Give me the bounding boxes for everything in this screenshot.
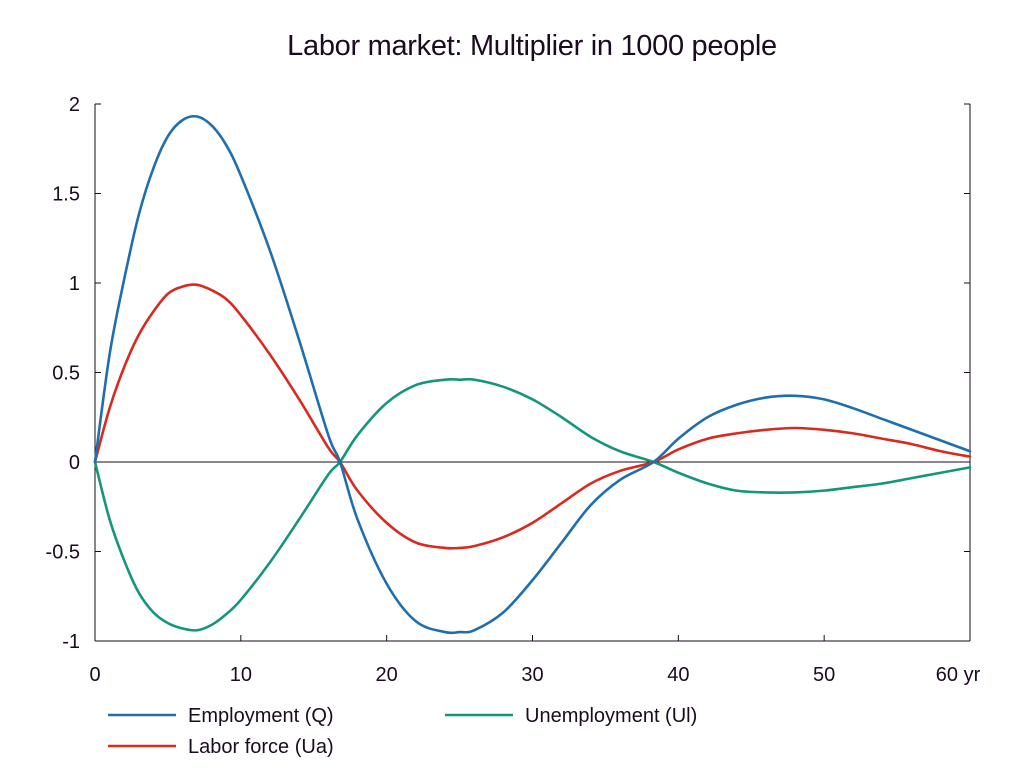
x-tick-label: 30 <box>521 664 543 686</box>
legend-label: Unemployment (Ul) <box>525 705 697 727</box>
x-tick-label: 60 yr <box>936 664 981 686</box>
series-line-labor-force-ua <box>93 283 972 550</box>
y-tick-label: 1.5 <box>52 184 80 206</box>
chart-axes: 2 1.5 1 0.5 0 -0.5 -1 0 10 20 30 40 50 60 yr <box>46 94 981 686</box>
y-tick-label: 2 <box>69 94 80 116</box>
legend-item-employment-q: Employment (Q) <box>108 705 334 727</box>
legend-item-unemployment-ul: Unemployment (Ul) <box>445 705 697 727</box>
y-tick-label: -1 <box>62 631 80 653</box>
legend-item-labor-force-ua: Labor force (Ua) <box>108 736 334 758</box>
x-tick-label: 10 <box>230 664 252 686</box>
y-tick-label: -0.5 <box>46 542 80 564</box>
chart-title: Labor market: Multiplier in 1000 people <box>287 30 777 62</box>
y-tick-label: 0 <box>69 452 80 474</box>
y-tick-label: 1 <box>69 273 80 295</box>
legend-label: Employment (Q) <box>188 705 334 727</box>
legend-label: Labor force (Ua) <box>188 736 334 758</box>
x-tick-label: 20 <box>376 664 398 686</box>
series-lines <box>93 114 972 635</box>
x-tick-label: 40 <box>667 664 689 686</box>
x-tick-label: 50 <box>813 664 835 686</box>
y-tick-label: 0.5 <box>52 363 80 385</box>
x-tick-label: 0 <box>89 664 100 686</box>
series-line-unemployment-ul <box>93 377 972 632</box>
legend: Employment (Q) Labor force (Ua) Unemployme… <box>108 705 697 758</box>
series-line-employment-q <box>93 114 972 635</box>
